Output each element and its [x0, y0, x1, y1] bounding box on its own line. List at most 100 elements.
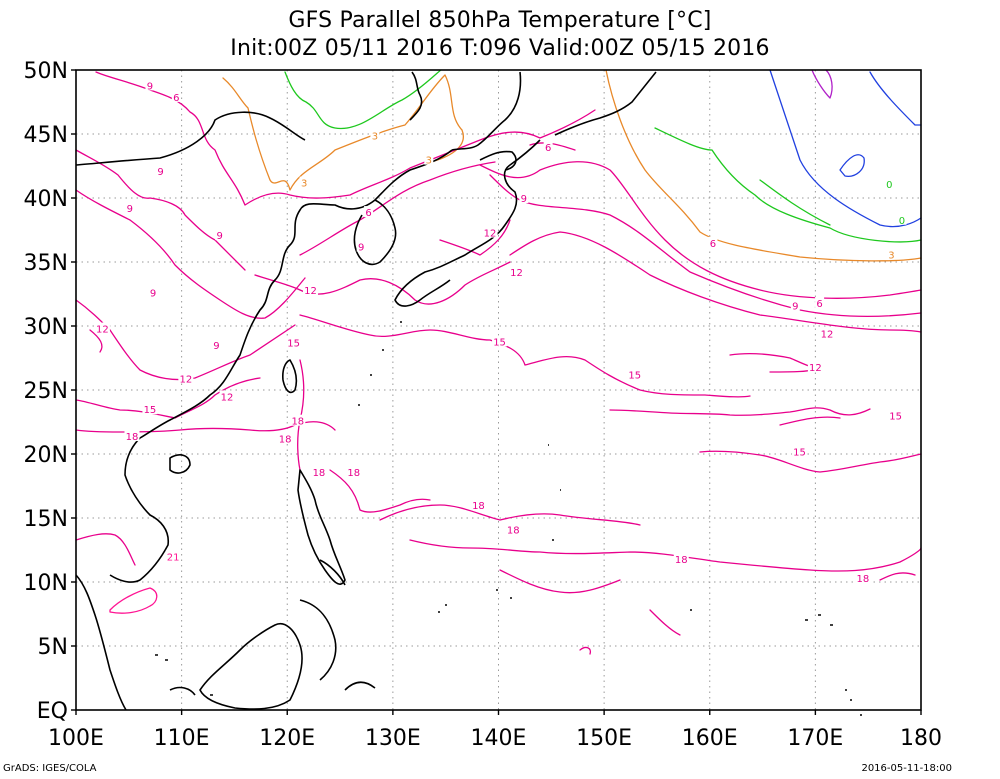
contour-label: 18 [279, 435, 292, 446]
contour-label: 15 [287, 339, 300, 350]
contour-label: 15 [793, 447, 806, 458]
contour-label: 9 [157, 167, 163, 178]
contour-label-bg [508, 266, 524, 278]
contour-label: 6 [710, 239, 716, 250]
contour-label: 12 [510, 268, 523, 279]
contour-label-bg [815, 296, 825, 308]
contour-label: 18 [507, 526, 520, 537]
contour-label-bg [290, 414, 306, 426]
lat-lon-grid [76, 70, 921, 710]
chart-title: GFS Parallel 850hPa Temperature [°C] [288, 8, 712, 33]
contour-label-bg [505, 523, 521, 535]
contour-label-bg [790, 299, 800, 311]
contour-label: 18 [313, 468, 326, 479]
contour-label: 21 [167, 552, 180, 563]
contour-label: 9 [147, 81, 153, 92]
lat-tick-label: 25N [24, 379, 68, 404]
contour-label: 15 [144, 405, 157, 416]
lon-tick-label: 110E [154, 726, 210, 751]
chart-subtitle: Init:00Z 05/11 2016 T:096 Valid:00Z 05/1… [230, 36, 770, 61]
contour-label-bg [145, 79, 155, 91]
lon-tick-label: 180 [900, 726, 942, 751]
contour-label: 3 [888, 250, 894, 261]
temperature-contours [75, 69, 922, 655]
contour-label: 12 [809, 363, 822, 374]
contour-label: 18 [347, 468, 360, 479]
contour-label-bg [819, 327, 835, 339]
contour-label: 6 [816, 299, 822, 310]
contour-label: 9 [358, 243, 364, 254]
lon-tick-label: 150E [576, 726, 632, 751]
contour-label-bg [178, 372, 194, 384]
contour-label-bg [807, 360, 823, 372]
lat-tick-label: 5N [38, 635, 68, 660]
contour-label-bg [543, 140, 553, 152]
contour-label: 9 [150, 289, 156, 300]
contour-label: 12 [179, 374, 192, 385]
contour-label-bg [886, 248, 896, 260]
contour-label: 0 [886, 180, 892, 191]
contour-label: 6 [545, 143, 551, 154]
contour-label-bg [94, 322, 110, 334]
contour-label-bg [708, 236, 718, 248]
contour-label: 18 [857, 574, 870, 585]
contour-label: 6 [365, 208, 371, 219]
lat-tick-label: 40N [24, 187, 68, 212]
contour-label-bg [286, 336, 302, 348]
contour-label: 9 [792, 302, 798, 313]
contour-label-bg [519, 192, 529, 203]
contour-label-bg [211, 339, 221, 351]
contour-label-bg [125, 202, 135, 214]
contour-label-bg [302, 284, 318, 296]
contour-label: 9 [213, 341, 219, 352]
contour-label: 3 [301, 179, 307, 190]
contour-label: 9 [216, 231, 222, 242]
contour-label: 18 [126, 432, 139, 443]
contour-label-bg [888, 409, 904, 421]
lon-tick-label: 140E [471, 726, 527, 751]
contour-label-bg [171, 90, 181, 102]
contour-label-bg [370, 129, 380, 141]
contour-label-bg [311, 465, 327, 477]
contour-label: 15 [628, 371, 641, 382]
lon-tick-label: 120E [259, 726, 315, 751]
contour-label-bg [165, 550, 181, 562]
contour-label-bg [156, 165, 165, 177]
contour-label: 12 [484, 229, 497, 240]
contour-label-bg [884, 177, 894, 189]
footer-timestamp: 2016-05-11-18:00 [861, 763, 952, 774]
contour-label-bg [219, 390, 235, 402]
contour-label-bg [855, 572, 871, 584]
contour-label-bg [142, 403, 158, 415]
lat-tick-label: 20N [24, 443, 68, 468]
contour-label-bg [124, 430, 140, 442]
lat-tick-label: 45N [24, 123, 68, 148]
contour-label: 12 [221, 392, 234, 403]
lon-tick-label: 130E [365, 726, 421, 751]
contour-label-bg [482, 226, 498, 238]
contour-label: 9 [521, 194, 527, 205]
contour-label-bg [277, 432, 293, 444]
contour-label: 15 [493, 337, 506, 348]
contour-label-bg [470, 499, 486, 511]
contour-label-bg [364, 206, 374, 218]
lat-tick-label: 35N [24, 251, 68, 276]
lon-tick-label: 160E [682, 726, 738, 751]
contour-label: 9 [127, 204, 133, 215]
lat-tick-label: EQ [37, 699, 68, 724]
contour-label-bg [148, 286, 158, 298]
contour-label: 12 [821, 330, 834, 341]
lat-tick-label: 15N [24, 507, 68, 532]
contour-label-bg [215, 229, 225, 241]
contour-labels: 9 6 3 3 3 9 9 9 6 9 9 6 12 12 12 9 12 9 15 12 15 15 6 9 6 12 12 15 1… [94, 79, 907, 585]
contour-label: 12 [96, 325, 109, 336]
contour-label-bg [424, 153, 434, 165]
contour-label: 18 [675, 555, 688, 566]
contour-label-bg [792, 445, 808, 457]
contour-label-bg [346, 465, 362, 477]
coastlines [75, 71, 862, 716]
latitude-labels: 50N 45N 40N 35N 30N 25N 20N 15N 10N 5N EQ [24, 59, 76, 724]
contour-label: 18 [291, 417, 304, 428]
contour-label-bg [299, 176, 309, 188]
